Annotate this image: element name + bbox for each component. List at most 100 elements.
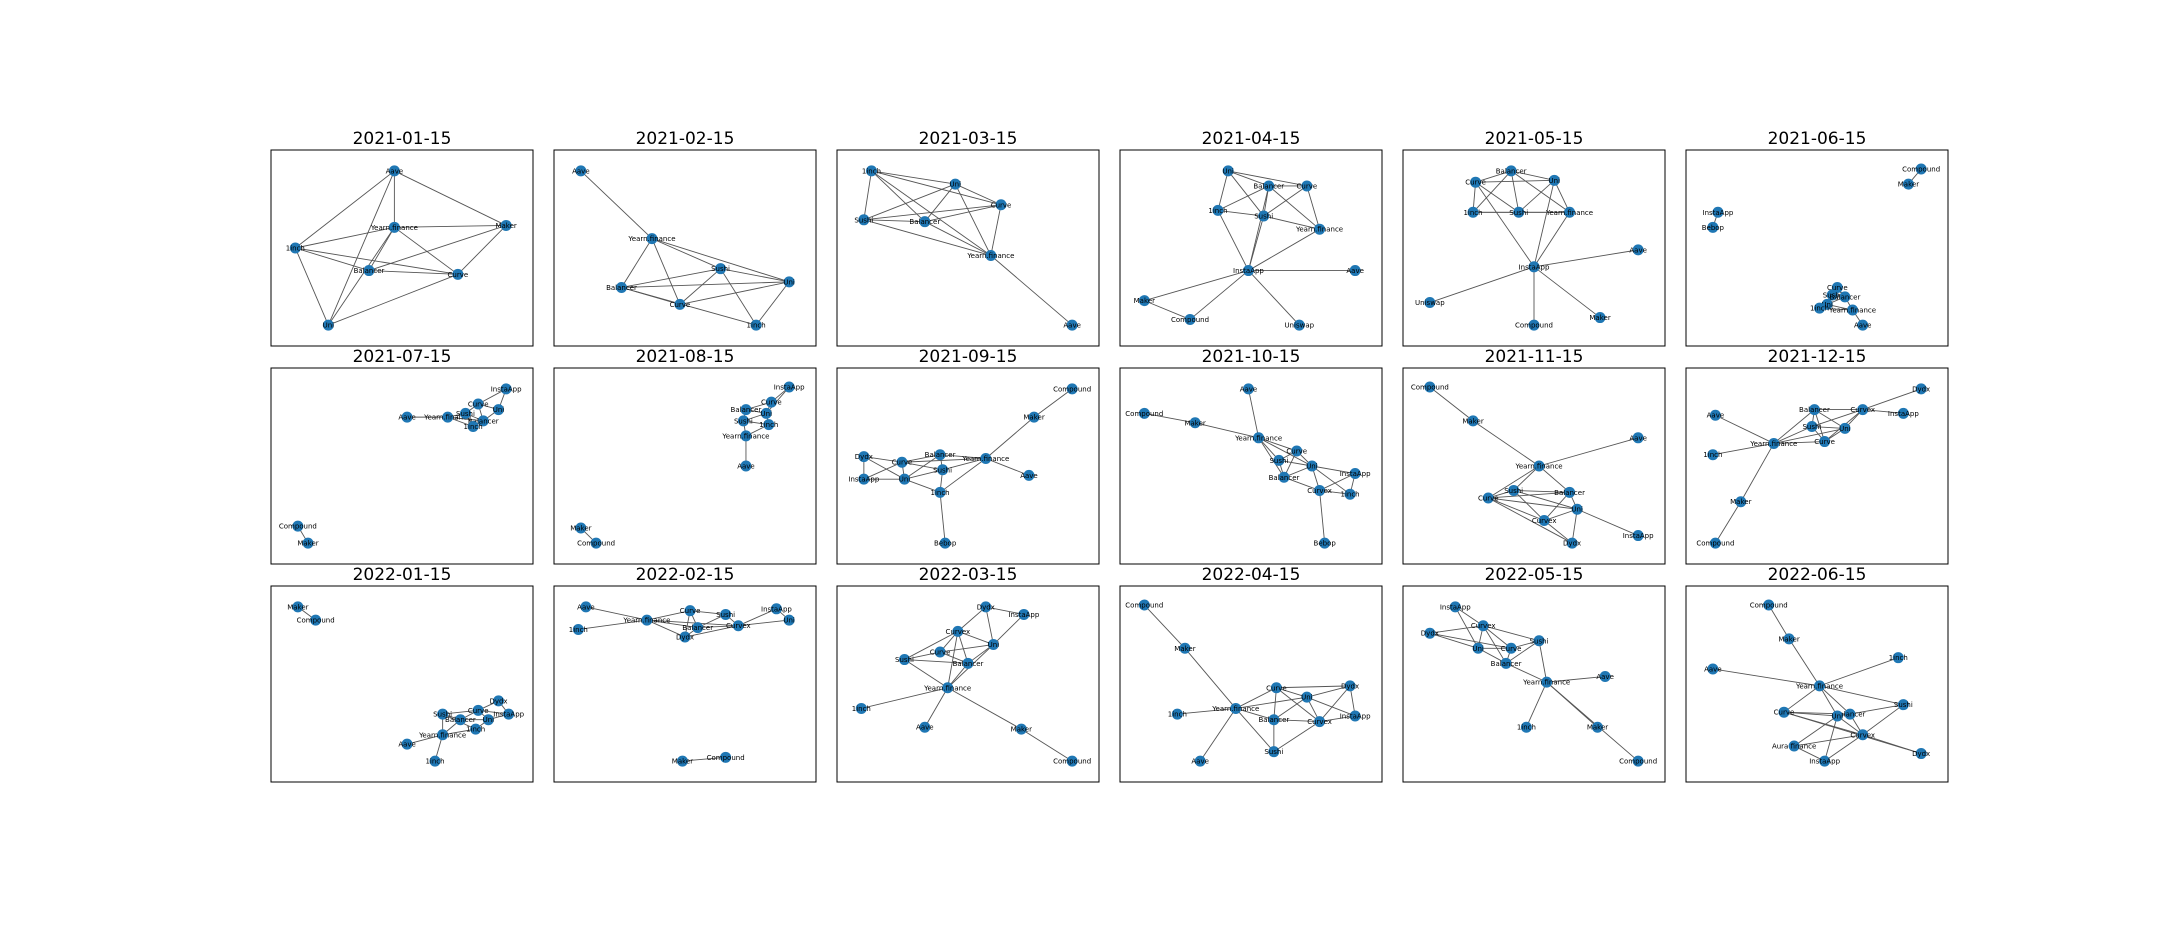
node-label: Compound bbox=[577, 540, 615, 548]
network-node bbox=[1268, 746, 1280, 758]
node-label: Maker bbox=[495, 222, 516, 230]
network-node bbox=[500, 383, 512, 395]
network-node bbox=[1138, 407, 1150, 419]
node-label: Aave bbox=[1596, 673, 1614, 681]
network-node bbox=[1857, 404, 1869, 416]
network-node bbox=[679, 631, 691, 643]
node-label: Maker bbox=[297, 540, 318, 548]
panel-title: 2022-02-15 bbox=[636, 565, 735, 585]
network-edge bbox=[1258, 437, 1313, 467]
network-edge bbox=[684, 625, 739, 638]
network-edge bbox=[901, 458, 986, 463]
network-edge bbox=[947, 631, 959, 688]
node-label: Curve bbox=[1814, 438, 1835, 446]
network-edge bbox=[1311, 465, 1351, 495]
node-label: Aave bbox=[737, 463, 755, 471]
network-node bbox=[1915, 383, 1927, 395]
network-edge bbox=[939, 458, 987, 493]
network-node bbox=[676, 755, 688, 767]
network-node bbox=[865, 165, 877, 177]
network-node bbox=[1505, 642, 1517, 654]
node-label: Curve bbox=[680, 607, 701, 615]
node-label: Aave bbox=[1346, 267, 1364, 275]
panel-title: 2022-05-15 bbox=[1485, 565, 1584, 585]
network-node bbox=[855, 702, 867, 714]
node-label: Yearn.finance bbox=[627, 235, 675, 243]
node-label: Balancer bbox=[1830, 293, 1861, 301]
node-label: 1inch bbox=[1463, 209, 1482, 217]
network-edge bbox=[1505, 640, 1540, 664]
network-node bbox=[1242, 265, 1254, 277]
node-label: Yearn.finance bbox=[1828, 307, 1876, 315]
node-label: Uni bbox=[899, 476, 911, 484]
node-label: Sushi bbox=[933, 466, 952, 474]
network-node bbox=[1270, 682, 1282, 694]
network-edge bbox=[1263, 215, 1320, 230]
network-edge bbox=[1862, 704, 1904, 736]
node-label: Compound bbox=[1125, 410, 1163, 418]
node-label: Curve bbox=[468, 707, 489, 715]
network-node bbox=[1212, 204, 1224, 216]
network-panel: 2021-04-15 Uni Balancer Curve 1inch Sushi Year… bbox=[1119, 129, 1383, 347]
network-edge bbox=[1543, 520, 1573, 544]
network-edge bbox=[904, 659, 969, 664]
network-edge bbox=[295, 247, 458, 275]
network-edge bbox=[1510, 170, 1570, 213]
network-edge bbox=[871, 170, 956, 185]
network-edge bbox=[765, 386, 790, 414]
node-label: Curve bbox=[1827, 284, 1848, 292]
network-node bbox=[783, 381, 795, 393]
node-label: Curve bbox=[1465, 179, 1486, 187]
network-edge bbox=[863, 219, 991, 256]
network-node bbox=[732, 620, 744, 632]
network-node bbox=[674, 298, 686, 310]
node-label: Curvex bbox=[1532, 517, 1557, 525]
network-edge bbox=[1228, 170, 1307, 187]
network-edge bbox=[939, 492, 946, 544]
network-edge bbox=[1184, 647, 1237, 709]
network-node bbox=[720, 751, 732, 763]
network-edge bbox=[954, 183, 992, 256]
network-node bbox=[1258, 210, 1270, 222]
network-node bbox=[1915, 748, 1927, 760]
network-edge bbox=[1505, 662, 1547, 683]
node-label: Yearn.finance bbox=[1234, 434, 1282, 442]
network-panel: 2021-05-15 Balancer Curve Uni 1inch Sushi Year… bbox=[1402, 129, 1666, 347]
node-label: Balancer bbox=[1491, 660, 1522, 668]
network-node bbox=[503, 708, 515, 720]
network-edge bbox=[924, 204, 1002, 223]
network-node bbox=[1564, 206, 1576, 218]
network-edge bbox=[1773, 409, 1815, 444]
network-node bbox=[1839, 291, 1851, 303]
network-node bbox=[1831, 710, 1843, 722]
node-label: Sushi bbox=[1254, 213, 1273, 221]
network-node bbox=[429, 755, 441, 767]
node-label: 1inch bbox=[1340, 491, 1359, 499]
node-label: Curve bbox=[670, 301, 691, 309]
network-edge bbox=[957, 630, 994, 645]
node-label: Compound bbox=[297, 617, 335, 625]
network-edge bbox=[1533, 212, 1570, 268]
network-node bbox=[1184, 313, 1196, 325]
network-node bbox=[1768, 437, 1780, 449]
node-label: InstaApp bbox=[1809, 758, 1840, 766]
node-label: Yearn.finance bbox=[423, 414, 471, 422]
network-edge bbox=[394, 224, 507, 228]
node-label: Compound bbox=[1696, 540, 1734, 548]
network-node bbox=[1819, 755, 1831, 767]
edge-group bbox=[1143, 604, 1356, 762]
network-edge bbox=[368, 270, 458, 275]
node-label: Curve bbox=[991, 201, 1012, 209]
network-edge bbox=[621, 238, 653, 288]
node-label: Curvex bbox=[1307, 487, 1332, 495]
node-label: Uni bbox=[1821, 301, 1833, 309]
network-edge bbox=[755, 281, 790, 326]
network-node bbox=[1273, 454, 1285, 466]
node-label: 1inch bbox=[1703, 451, 1722, 459]
network-edge bbox=[1472, 170, 1512, 213]
node-label: Balancer bbox=[953, 660, 984, 668]
node-label: Balancer bbox=[731, 406, 762, 414]
